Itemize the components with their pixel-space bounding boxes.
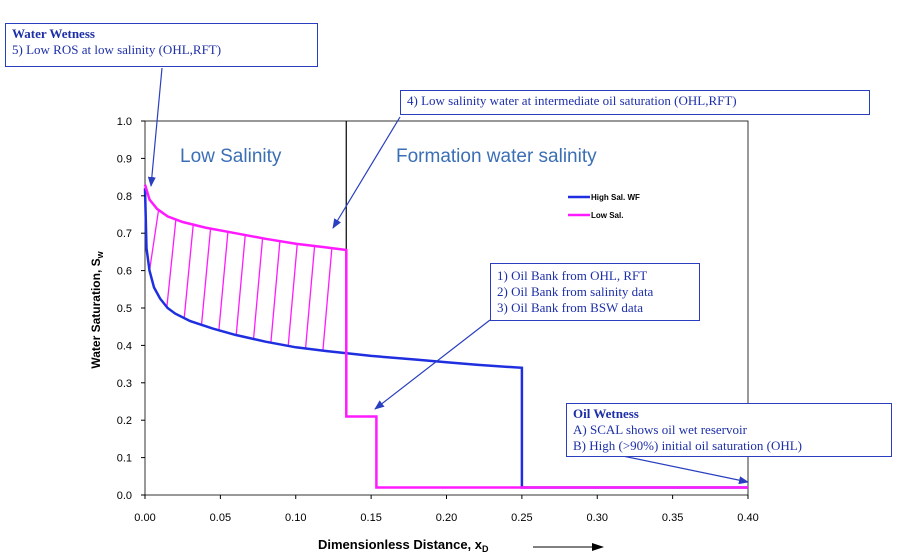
hatch-line (166, 219, 177, 308)
y-axis-title-sub: w (95, 250, 105, 259)
hatch-line (235, 234, 246, 336)
x-tick-label: 0.05 (210, 512, 231, 524)
x-axis-ticks: 0.00 0.05 0.10 0.15 0.20 0.25 0.30 0.35 0.40 (134, 495, 759, 524)
y-tick-label: 0.8 (117, 191, 132, 203)
callout-oil-wetness-heading: Oil Wetness (573, 406, 639, 421)
callout-oil-wetness: Oil Wetness A) SCAL shows oil wet reserv… (566, 403, 892, 457)
x-axis-title-sub: D (482, 544, 489, 554)
callout-intermediate-oil: 4) Low salinity water at intermediate oi… (400, 90, 870, 115)
y-tick-label: 0.3 (117, 378, 132, 390)
x-tick-label: 0.30 (587, 512, 608, 524)
callout-water-wetness-heading: Water Wetness (12, 26, 95, 41)
y-axis-title-main: Water Saturation, S (89, 258, 103, 368)
callout-oil-wetness-line-b: B) High (>90%) initial oil saturation (O… (573, 438, 803, 453)
x-axis-title: Dimensionless Distance, xD (318, 537, 489, 554)
hatch-line (218, 231, 229, 331)
y-tick-label: 0.1 (117, 453, 132, 465)
callout-oil-bank-line-1: 1) Oil Bank from OHL, RFT (497, 268, 648, 283)
low-salinity-hatch (148, 209, 333, 351)
y-tick-label: 0.7 (117, 228, 132, 240)
callout-oil-wetness-line-a: A) SCAL shows oil wet reservoir (573, 422, 747, 437)
hatch-line (200, 228, 212, 325)
series-low-sal-line (143, 184, 748, 489)
callout-oil-bank-line-2: 2) Oil Bank from salinity data (497, 284, 654, 299)
x-tick-label: 0.35 (662, 512, 683, 524)
hatch-line (304, 245, 316, 349)
hatch-line (252, 238, 264, 340)
legend-label-low-sal: Low Sal. (591, 211, 623, 220)
arrow-intermediate-oil (332, 116, 401, 229)
region-label-low-salinity: Low Salinity (180, 146, 282, 167)
hatch-line (270, 241, 281, 343)
y-tick-label: 0.2 (117, 415, 132, 427)
y-axis-title: Water Saturation, Sw (89, 250, 105, 368)
hatch-line (287, 243, 298, 346)
callout-oil-bank: 1) Oil Bank from OHL, RFT 2) Oil Bank fr… (490, 263, 700, 321)
x-axis-title-main: Dimensionless Distance, x (318, 537, 483, 552)
y-tick-label: 0.9 (117, 153, 132, 165)
callout-oil-bank-line-3: 3) Oil Bank from BSW data (497, 300, 643, 315)
y-tick-label: 0.6 (117, 266, 132, 278)
x-tick-label: 0.15 (360, 512, 381, 524)
x-tick-label: 0.40 (737, 512, 758, 524)
x-tick-label: 0.10 (285, 512, 306, 524)
arrow-water-wetness (147, 67, 163, 187)
x-tick-label: 0.00 (134, 512, 155, 524)
callout-water-wetness: Water Wetness 5) Low ROS at low salinity… (5, 23, 318, 67)
legend: High Sal. WF Low Sal. (568, 193, 640, 220)
arrow-oil-wetness (617, 454, 749, 485)
y-tick-label: 0.0 (117, 490, 132, 502)
y-tick-label: 1.0 (117, 116, 132, 128)
legend-label-high-sal: High Sal. WF (591, 193, 640, 202)
hatch-line (148, 209, 160, 271)
y-tick-label: 0.5 (117, 303, 132, 315)
callout-water-wetness-line: 5) Low ROS at low salinity (OHL,RFT) (12, 42, 222, 57)
y-tick-label: 0.4 (117, 340, 132, 352)
x-tick-label: 0.25 (511, 512, 532, 524)
hatch-line (322, 247, 333, 351)
arrow-oil-bank (374, 319, 491, 410)
series-high-sal-wf-line (143, 188, 748, 489)
callout-intermediate-oil-line: 4) Low salinity water at intermediate oi… (407, 93, 737, 108)
region-label-formation-water: Formation water salinity (396, 146, 597, 167)
x-tick-label: 0.20 (436, 512, 457, 524)
y-axis-ticks: 0.0 0.1 0.2 0.3 0.4 0.5 0.6 0.7 0.8 0.9 1.0 (117, 116, 145, 502)
hatch-line (183, 224, 194, 319)
